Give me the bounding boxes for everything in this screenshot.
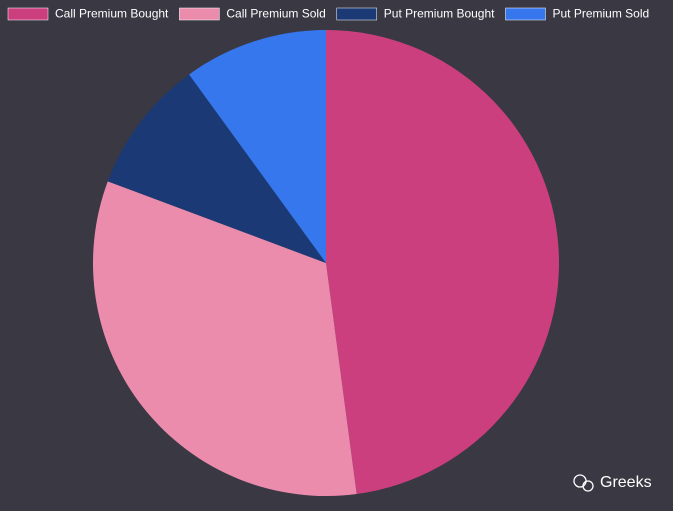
watermark-icon xyxy=(573,474,587,488)
pie-slice xyxy=(93,181,357,496)
legend-swatch xyxy=(336,7,378,21)
legend-swatch xyxy=(7,7,49,21)
watermark-text: Greeks xyxy=(600,474,652,491)
pie-slice xyxy=(107,74,326,263)
watermark-icon xyxy=(582,480,594,492)
legend-swatch xyxy=(179,7,220,21)
legend-label: Call Premium Bought xyxy=(55,7,169,21)
legend-swatch xyxy=(505,7,546,21)
pie-slice xyxy=(326,30,560,494)
pie xyxy=(93,30,560,496)
legend-label: Put Premium Bought xyxy=(384,7,495,21)
legend-label: Put Premium Sold xyxy=(552,7,649,21)
pie-slice xyxy=(189,30,326,263)
watermark: Greeks xyxy=(573,474,652,492)
legend-label: Call Premium Sold xyxy=(226,7,325,21)
legend: Call Premium Bought Call Premium Sold Put … xyxy=(7,7,649,21)
